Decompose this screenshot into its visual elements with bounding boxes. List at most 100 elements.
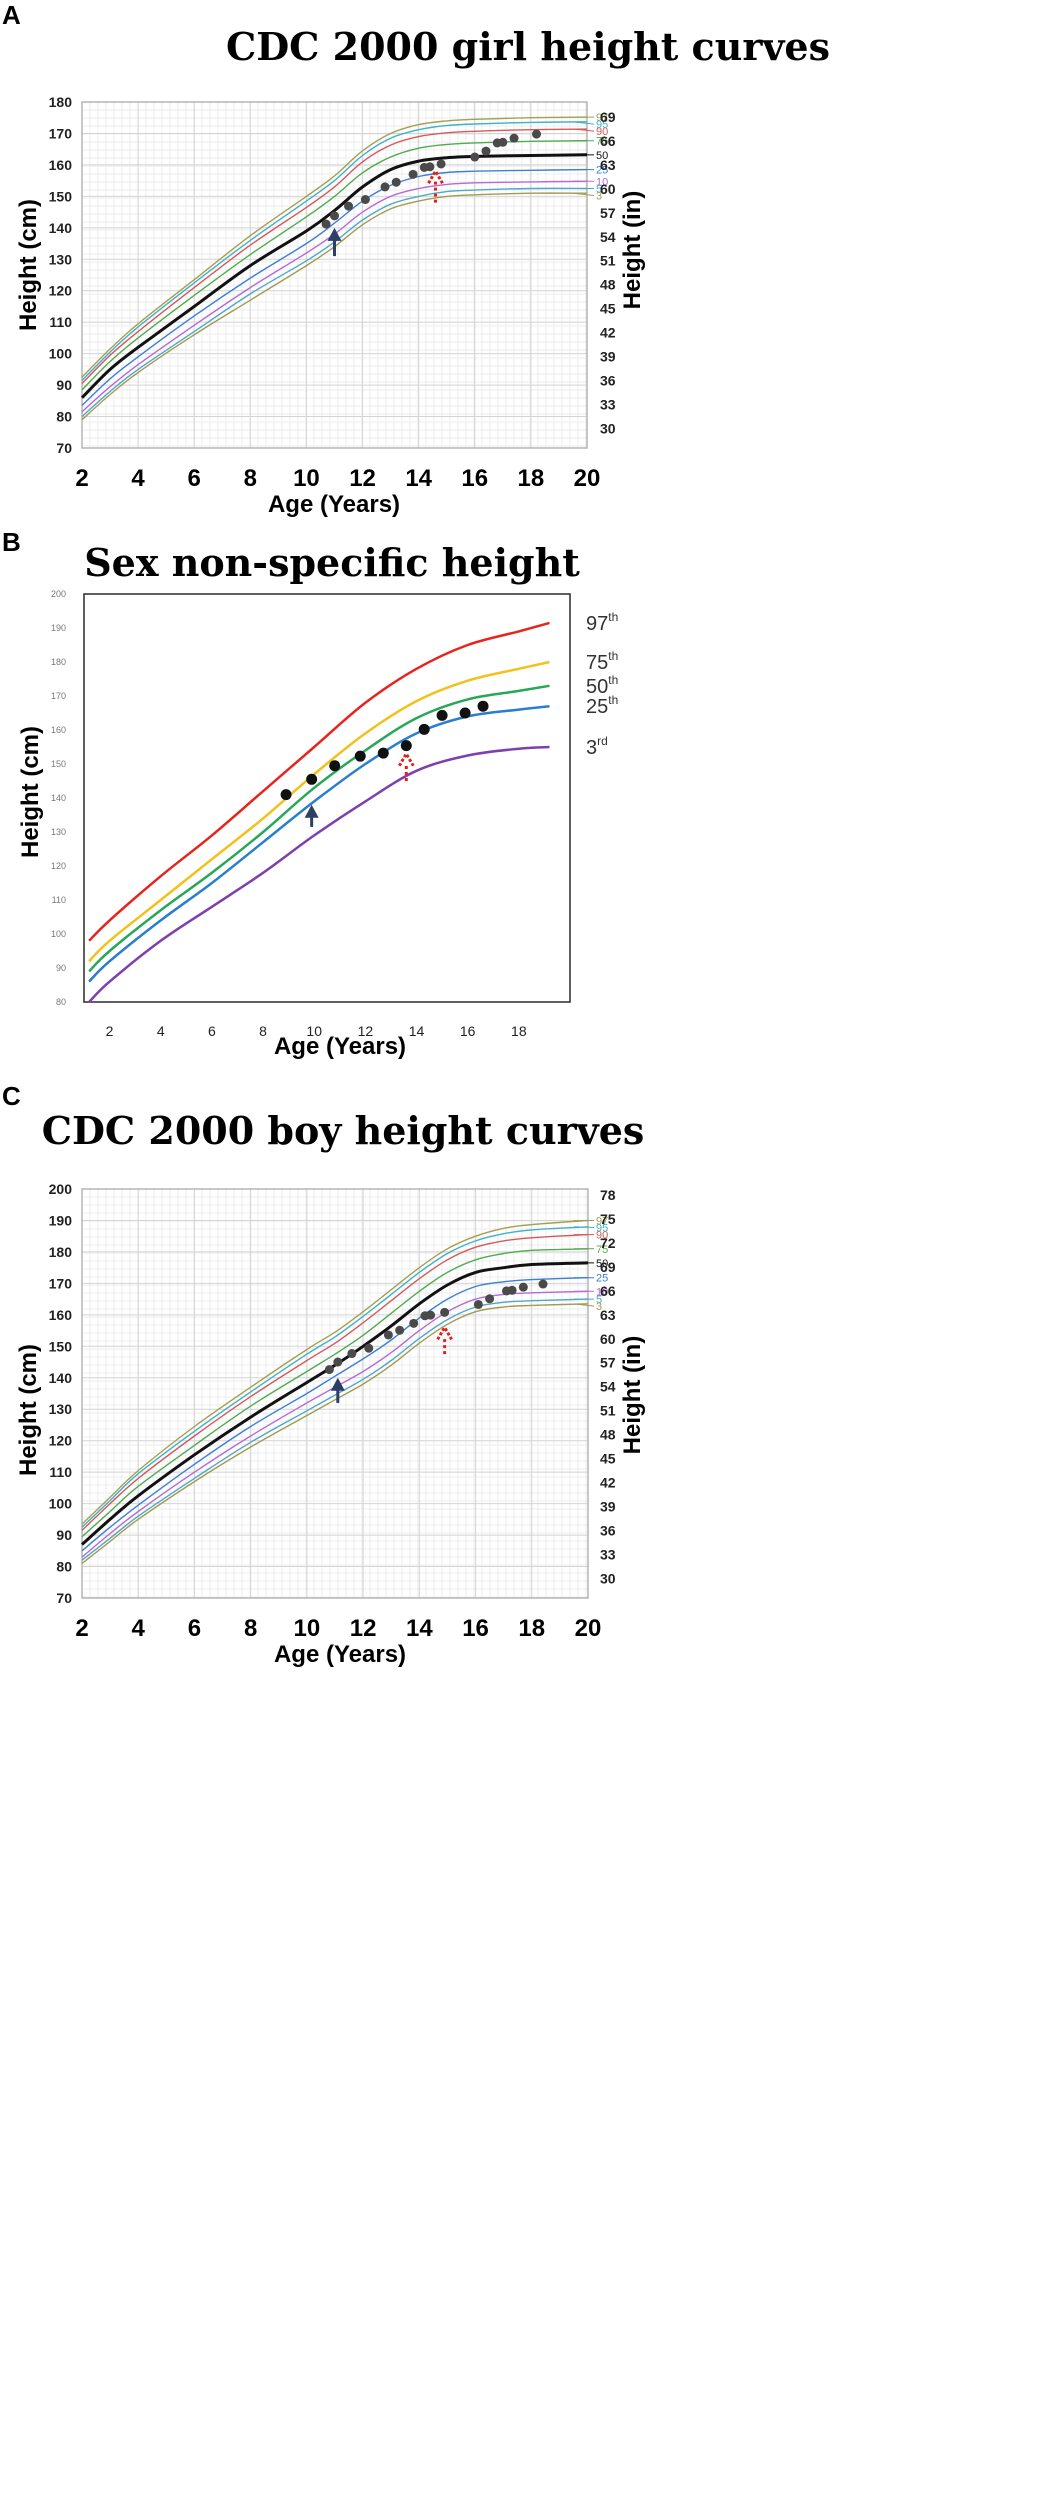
series-line-25 xyxy=(81,168,588,407)
y-tick-label: 90 xyxy=(56,963,66,973)
data-point xyxy=(538,1279,548,1289)
data-point xyxy=(354,750,366,762)
y-tick-label: 100 xyxy=(49,1496,73,1512)
percentile-label-97th: 97th xyxy=(586,610,618,635)
y-tick-label: 150 xyxy=(49,1338,73,1354)
chart-b-title: Sex non-specific height xyxy=(84,540,580,585)
chart-c-xlabel: Age (Years) xyxy=(274,1641,406,1668)
y-tick-label-right: 30 xyxy=(600,420,616,436)
series-line-5 xyxy=(81,187,588,418)
chart-c-points xyxy=(324,1279,548,1375)
x-tick-label: 14 xyxy=(405,465,432,492)
x-tick-label: 2 xyxy=(75,1615,88,1642)
chart-c-x-ticks: 2 4 6 8 10 12 14 16 18 20 xyxy=(75,1615,601,1642)
x-tick-label: 20 xyxy=(574,465,601,492)
y-tick-label: 170 xyxy=(51,691,66,701)
data-point xyxy=(324,1365,334,1375)
data-point xyxy=(425,162,435,172)
x-tick-label: 12 xyxy=(349,465,376,492)
percentile-label-3rd: 3rd xyxy=(586,734,608,759)
y-tick-label: 80 xyxy=(56,409,72,425)
panel-c: C CDC 2000 boy height curves 97959075502… xyxy=(2,1081,646,1668)
percentile-label-95: 95 xyxy=(596,1222,608,1234)
x-tick-label: 12 xyxy=(350,1615,377,1642)
chart-b-ylabel: Height (cm) xyxy=(17,726,44,858)
y-tick-label-right: 36 xyxy=(600,1523,616,1539)
x-tick-label: 2 xyxy=(75,465,88,492)
percentile-label-50th: 50th xyxy=(586,673,618,698)
y-tick-label-right: 63 xyxy=(600,1307,616,1323)
solid-arrow-head xyxy=(327,227,342,241)
y-tick-label: 80 xyxy=(56,1559,72,1575)
x-tick-label: 8 xyxy=(259,1023,267,1039)
panel-b: B Sex non-specific height 97th 75th50th25… xyxy=(2,527,618,1060)
data-point xyxy=(330,211,339,221)
y-tick-label-right: 54 xyxy=(600,1379,616,1395)
y-tick-label: 200 xyxy=(51,589,66,599)
y-tick-label: 110 xyxy=(49,1464,72,1480)
chart-a-arrows xyxy=(327,168,444,257)
percentile-label-3: 3 xyxy=(596,1301,602,1313)
y-tick-label: 180 xyxy=(49,1244,73,1260)
series-line-50 xyxy=(80,153,588,399)
series-line-10 xyxy=(81,180,588,413)
chart-b-x-ticks: 2 4 6 8 10 12 14 16 18 xyxy=(106,1023,527,1039)
x-tick-label: 6 xyxy=(208,1023,216,1039)
chart-a-xlabel: Age (Years) xyxy=(268,491,400,518)
x-tick-label: 18 xyxy=(511,1023,527,1039)
percentile-leader-95 xyxy=(573,1226,595,1228)
y-tick-label-right: 69 xyxy=(600,109,616,125)
data-point xyxy=(436,709,448,721)
y-tick-label: 130 xyxy=(49,251,73,267)
panel-letter-a: A xyxy=(2,0,21,30)
percentile-label-25: 25 xyxy=(596,165,608,177)
x-tick-label: 4 xyxy=(131,465,145,492)
x-tick-label: 8 xyxy=(244,465,257,492)
series-line-97 xyxy=(81,1219,589,1525)
y-tick-label: 100 xyxy=(49,346,73,362)
series-line-97 xyxy=(81,116,588,378)
x-tick-label: 14 xyxy=(406,1615,433,1642)
x-tick-label: 16 xyxy=(462,1615,489,1642)
x-tick-label: 6 xyxy=(188,1615,201,1642)
chart-a-grid xyxy=(81,101,588,449)
data-point xyxy=(360,195,370,205)
data-point xyxy=(509,133,519,143)
data-point xyxy=(391,177,401,187)
x-tick-label: 4 xyxy=(132,1615,146,1642)
data-point xyxy=(347,1349,357,1359)
data-point xyxy=(333,1357,343,1367)
x-tick-label: 2 xyxy=(106,1023,114,1039)
y-tick-label: 90 xyxy=(56,1527,72,1543)
x-tick-label: 10 xyxy=(294,1615,321,1642)
y-tick-label: 140 xyxy=(49,220,73,236)
data-point xyxy=(477,700,489,712)
chart-a-series xyxy=(80,116,588,421)
y-tick-label: 90 xyxy=(56,377,72,393)
y-tick-label-right: 39 xyxy=(600,349,616,365)
x-tick-label: 12 xyxy=(358,1023,374,1039)
y-tick-label-right: 30 xyxy=(600,1570,616,1586)
chart-a-points xyxy=(321,129,541,229)
y-tick-label-right: 57 xyxy=(600,1355,616,1371)
y-tick-label-right: 48 xyxy=(600,1427,616,1443)
panel-letter-b: B xyxy=(2,527,21,557)
series-line-95 xyxy=(81,121,588,381)
data-point xyxy=(518,1282,528,1292)
y-tick-label-right: 42 xyxy=(600,325,616,341)
y-tick-label: 70 xyxy=(56,1590,72,1606)
y-tick-label-right: 63 xyxy=(600,157,616,173)
y-tick-label: 110 xyxy=(52,895,66,905)
chart-a-x-ticks: 2 4 6 8 10 12 14 16 18 20 xyxy=(75,465,600,492)
x-tick-label: 10 xyxy=(293,465,320,492)
data-point xyxy=(498,137,508,147)
y-tick-label: 160 xyxy=(49,1307,73,1323)
y-tick-label-right: 51 xyxy=(600,1403,616,1419)
percentile-label-25th: 25th xyxy=(586,693,618,718)
data-point xyxy=(470,152,480,162)
y-tick-label-right: 51 xyxy=(600,253,616,269)
chart-a-y-ticks: 70 80 90 100 110 120 130 140 150 160 170 180 xyxy=(49,94,73,456)
percentile-label-5: 5 xyxy=(596,184,602,196)
solid-arrow-head xyxy=(330,1377,345,1391)
